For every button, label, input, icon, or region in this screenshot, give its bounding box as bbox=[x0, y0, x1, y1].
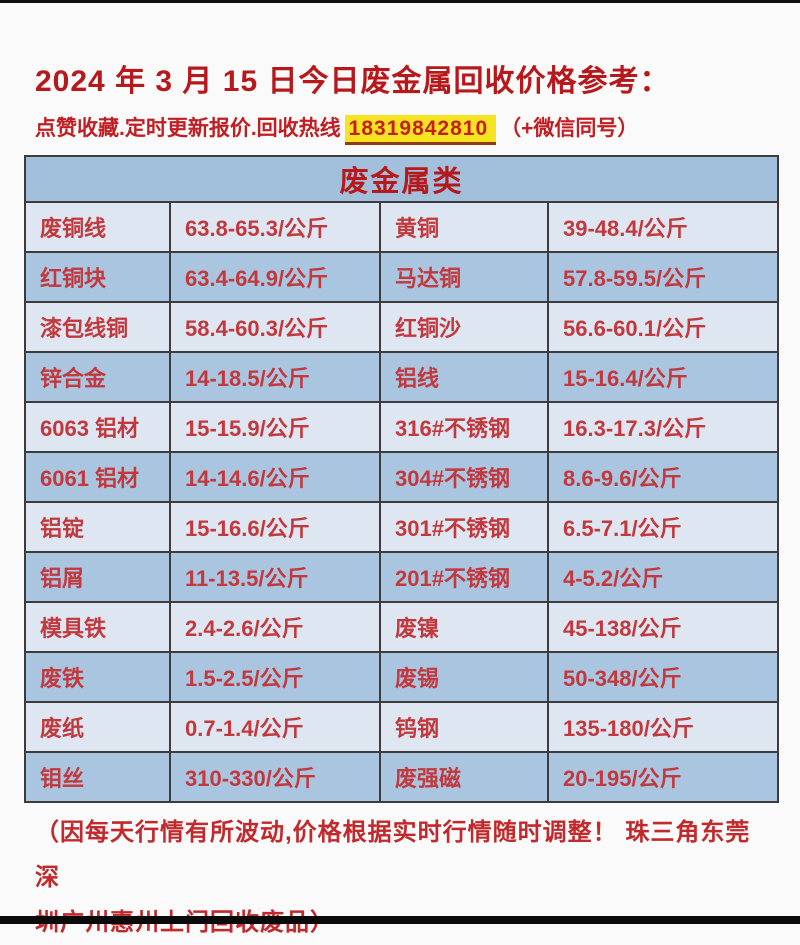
price-cell: 14-18.5/公斤 bbox=[169, 351, 381, 403]
table-row: 废铁 1.5-2.5/公斤 废锡 50-348/公斤 bbox=[24, 651, 780, 703]
subtitle-suffix: （+微信同号） bbox=[500, 117, 639, 140]
subtitle-prefix: 点赞收藏.定时更新报价.回收热线 bbox=[35, 117, 341, 140]
table-row: 废纸 0.7-1.4/公斤 钨钢 135-180/公斤 bbox=[24, 701, 780, 753]
price-cell: 58.4-60.3/公斤 bbox=[169, 301, 381, 353]
item-cell: 废镍 bbox=[379, 601, 549, 653]
price-cell: 1.5-2.5/公斤 bbox=[169, 651, 381, 703]
table-row: 铝屑 11-13.5/公斤 201#不锈钢 4-5.2/公斤 bbox=[24, 551, 780, 603]
price-cell: 14-14.6/公斤 bbox=[169, 451, 381, 503]
price-cell: 63.4-64.9/公斤 bbox=[169, 251, 381, 303]
price-cell: 0.7-1.4/公斤 bbox=[169, 701, 381, 753]
table-row: 6063 铝材 15-15.9/公斤 316#不锈钢 16.3-17.3/公斤 bbox=[24, 401, 780, 453]
item-cell: 废铁 bbox=[24, 651, 171, 703]
item-cell: 铝屑 bbox=[24, 551, 171, 603]
price-cell: 39-48.4/公斤 bbox=[546, 201, 780, 253]
top-border-line bbox=[0, 0, 800, 3]
item-cell: 301#不锈钢 bbox=[379, 501, 549, 553]
item-cell: 201#不锈钢 bbox=[379, 551, 549, 603]
item-cell: 马达铜 bbox=[379, 251, 549, 303]
price-cell: 57.8-59.5/公斤 bbox=[546, 251, 780, 303]
phone-number: 18319842810 bbox=[344, 115, 497, 145]
item-cell: 红铜块 bbox=[24, 251, 171, 303]
item-cell: 钨钢 bbox=[379, 701, 549, 753]
price-cell: 2.4-2.6/公斤 bbox=[169, 601, 381, 653]
price-cell: 15-16.6/公斤 bbox=[169, 501, 381, 553]
footer-note-line1: （因每天行情有所波动,价格根据实时行情随时调整！ 珠三角东莞深 bbox=[35, 819, 751, 891]
table-row: 铝锭 15-16.6/公斤 301#不锈钢 6.5-7.1/公斤 bbox=[24, 501, 780, 553]
page-title: 2024 年 3 月 15 日今日废金属回收价格参考： bbox=[35, 65, 671, 98]
footer-note: （因每天行情有所波动,价格根据实时行情随时调整！ 珠三角东莞深 圳广州惠州上门回… bbox=[35, 810, 775, 945]
table-row: 红铜块 63.4-64.9/公斤 马达铜 57.8-59.5/公斤 bbox=[24, 251, 780, 303]
item-cell: 废铜线 bbox=[24, 201, 171, 253]
item-cell: 铝线 bbox=[379, 351, 549, 403]
price-cell: 8.6-9.6/公斤 bbox=[546, 451, 780, 503]
table-row: 锌合金 14-18.5/公斤 铝线 15-16.4/公斤 bbox=[24, 351, 780, 403]
table-row: 废铜线 63.8-65.3/公斤 黄铜 39-48.4/公斤 bbox=[24, 201, 780, 253]
price-cell: 50-348/公斤 bbox=[546, 651, 780, 703]
table-row: 模具铁 2.4-2.6/公斤 废镍 45-138/公斤 bbox=[24, 601, 780, 653]
item-cell: 漆包线铜 bbox=[24, 301, 171, 353]
item-cell: 316#不锈钢 bbox=[379, 401, 549, 453]
item-cell: 废纸 bbox=[24, 701, 171, 753]
price-cell: 310-330/公斤 bbox=[169, 751, 381, 803]
item-cell: 6061 铝材 bbox=[24, 451, 171, 503]
price-cell: 63.8-65.3/公斤 bbox=[169, 201, 381, 253]
item-cell: 红铜沙 bbox=[379, 301, 549, 353]
price-cell: 56.6-60.1/公斤 bbox=[546, 301, 780, 353]
bottom-border-line bbox=[0, 916, 800, 924]
table-header-title: 废金属类 bbox=[23, 155, 780, 203]
price-cell: 16.3-17.3/公斤 bbox=[546, 401, 780, 453]
item-cell: 6063 铝材 bbox=[24, 401, 171, 453]
subtitle: 点赞收藏.定时更新报价.回收热线 18319842810 （+微信同号） bbox=[35, 112, 775, 145]
price-cell: 15-15.9/公斤 bbox=[169, 401, 381, 453]
price-cell: 6.5-7.1/公斤 bbox=[546, 501, 780, 553]
scrap-metal-price-table: 废金属类 废铜线 63.8-65.3/公斤 黄铜 39-48.4/公斤 红铜块 … bbox=[23, 155, 780, 803]
item-cell: 模具铁 bbox=[24, 601, 171, 653]
item-cell: 铝锭 bbox=[24, 501, 171, 553]
item-cell: 黄铜 bbox=[379, 201, 549, 253]
table-row: 漆包线铜 58.4-60.3/公斤 红铜沙 56.6-60.1/公斤 bbox=[24, 301, 780, 353]
table-row: 钼丝 310-330/公斤 废强磁 20-195/公斤 bbox=[24, 751, 780, 803]
price-cell: 15-16.4/公斤 bbox=[546, 351, 780, 403]
item-cell: 304#不锈钢 bbox=[379, 451, 549, 503]
price-cell: 20-195/公斤 bbox=[546, 751, 780, 803]
item-cell: 锌合金 bbox=[24, 351, 171, 403]
price-cell: 135-180/公斤 bbox=[546, 701, 780, 753]
item-cell: 废强磁 bbox=[379, 751, 549, 803]
price-cell: 45-138/公斤 bbox=[546, 601, 780, 653]
item-cell: 钼丝 bbox=[24, 751, 171, 803]
price-cell: 11-13.5/公斤 bbox=[169, 551, 381, 603]
item-cell: 废锡 bbox=[379, 651, 549, 703]
price-cell: 4-5.2/公斤 bbox=[546, 551, 780, 603]
table-header-row: 废金属类 bbox=[23, 155, 780, 203]
table-row: 6061 铝材 14-14.6/公斤 304#不锈钢 8.6-9.6/公斤 bbox=[24, 451, 780, 503]
